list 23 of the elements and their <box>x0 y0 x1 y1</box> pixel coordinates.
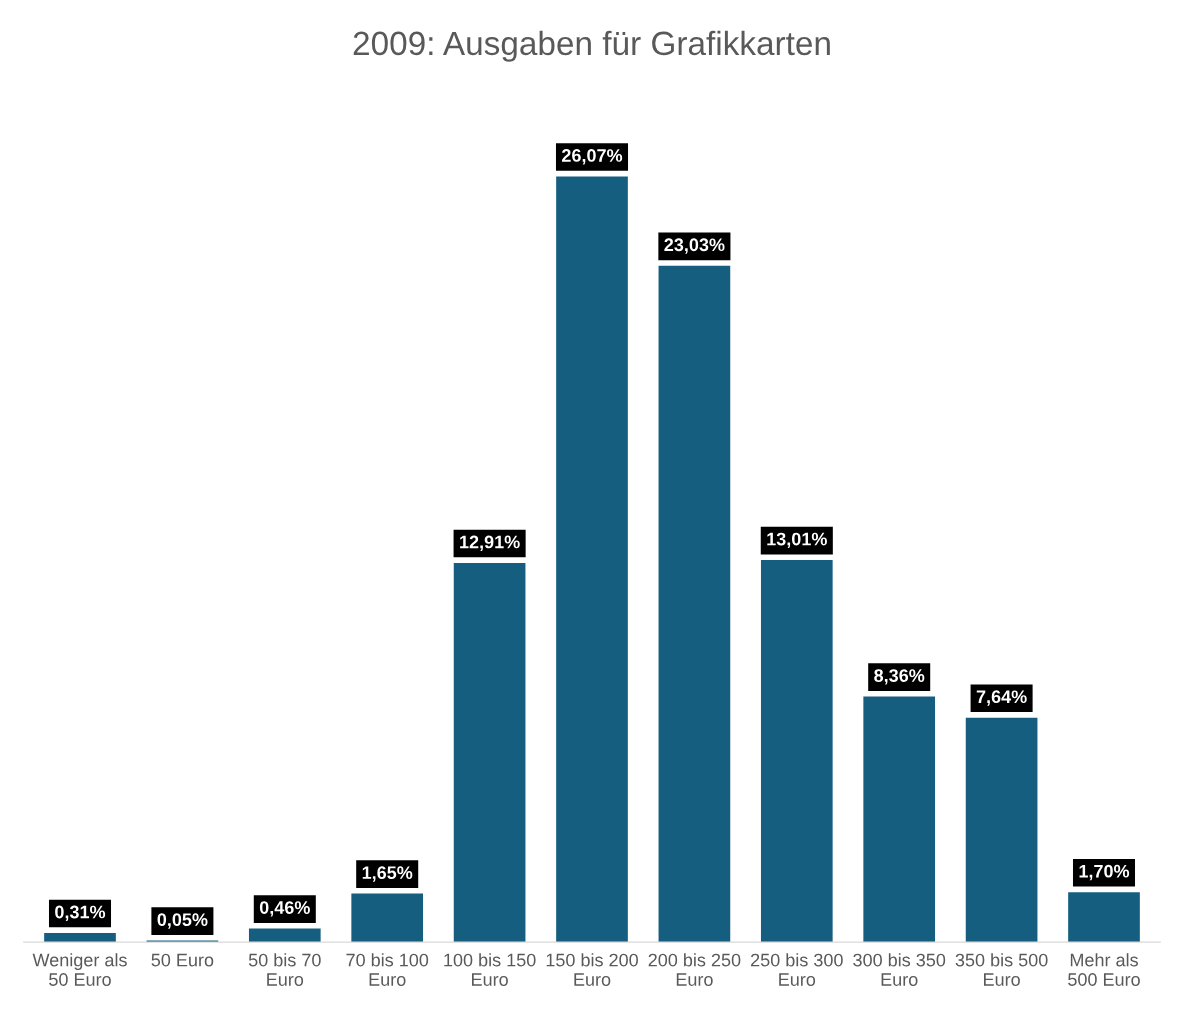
data-label: 8,36% <box>874 669 925 685</box>
x-tick-label: 70 bis 100 Euro <box>346 953 429 986</box>
data-label: 1,70% <box>1079 864 1130 881</box>
data-label: 7,64% <box>976 690 1027 706</box>
x-tick-label: Weniger als 50 Euro <box>32 953 127 986</box>
x-tick-label: 200 bis 250 Euro <box>648 953 741 986</box>
x-tick-label: 150 bis 200 Euro <box>546 953 638 986</box>
data-label: 1,65% <box>362 866 413 882</box>
data-label: 0,05% <box>157 913 208 929</box>
data-label: 0,46% <box>259 901 310 917</box>
chart-title: 2009: Ausgaben für Grafikkarten <box>353 30 830 62</box>
data-label: 23,03% <box>664 238 725 254</box>
x-tick-label: Mehr als 500 Euro <box>1068 953 1140 986</box>
x-tick-label: 300 bis 350 Euro <box>853 953 946 986</box>
x-tick-label: 350 bis 500 Euro <box>955 953 1048 986</box>
data-label: 0,31% <box>55 905 106 921</box>
data-label: 12,91% <box>460 535 520 551</box>
x-tick-label: 100 bis 150 Euro <box>444 953 536 986</box>
data-label: 26,07% <box>562 149 623 165</box>
x-tick-label: 50 bis 70 Euro <box>248 953 321 986</box>
x-tick-label: 250 bis 300 Euro <box>751 953 843 986</box>
data-label: 13,01% <box>767 532 827 549</box>
x-tick-label: 50 Euro <box>151 953 214 967</box>
